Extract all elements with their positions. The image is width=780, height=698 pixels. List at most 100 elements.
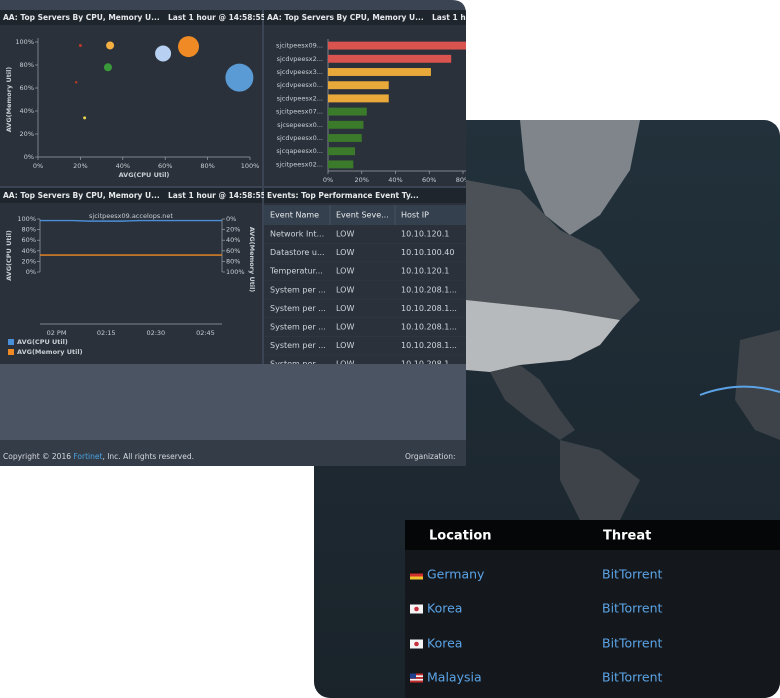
panel-title: AA: Top Servers By CPU, Memory U... [267, 13, 424, 22]
cell: LOW [336, 285, 354, 294]
y2-tick-label: 0% [226, 215, 236, 223]
cell: System per ... [270, 323, 326, 332]
footer-link: Fortinet [73, 452, 102, 461]
greenland [520, 120, 640, 235]
cell: 10.10.208.1... [401, 304, 457, 313]
cell: LOW [336, 230, 354, 239]
y-tick-label: 20% [22, 257, 36, 265]
cell: LOW [336, 323, 354, 332]
bar [328, 68, 431, 76]
flag-stripe [410, 675, 423, 678]
legend-label: AVG(CPU Util) [17, 338, 68, 346]
threat: BitTorrent [602, 601, 663, 616]
column-header: Event Seve... [336, 211, 389, 220]
chart-title: sjcitpeesx09.accelops.net [89, 212, 173, 220]
organization: Organization: [405, 452, 455, 461]
cell: System per ... [270, 341, 326, 350]
x-tick-label: 60% [422, 176, 436, 184]
bar [328, 160, 354, 169]
location: Malaysia [427, 670, 482, 685]
flag-stripe [410, 570, 423, 574]
y2-axis-label: AVG(Memory Util) [248, 227, 256, 293]
threat: BitTorrent [602, 636, 663, 651]
panel-header [0, 10, 262, 25]
cell: 10.10.208.1... [401, 341, 457, 350]
column-header: Event Name [270, 211, 319, 220]
bubble [103, 63, 112, 72]
y-axis-label: AVG(Memory Util) [5, 67, 13, 133]
bubble [225, 63, 254, 92]
x-tick-label: 02:30 [146, 329, 165, 337]
category-label: sjcdvpeesx3... [277, 68, 323, 76]
x-tick-label: 02:15 [97, 329, 116, 337]
location: Korea [427, 601, 462, 616]
usa [466, 300, 620, 372]
category-label: sjcdvpeesx0... [277, 134, 323, 142]
bar [328, 81, 389, 90]
cell: 10.10.208.1... [401, 285, 457, 294]
column-header: Host IP [401, 211, 429, 220]
bar [328, 147, 355, 156]
legend-swatch [8, 349, 14, 355]
cell: 10.10.120.1 [401, 267, 449, 276]
panel-title: Events: Top Performance Event Ty... [267, 191, 419, 200]
flag-canton [410, 673, 416, 679]
y-tick-label: 20% [20, 130, 34, 138]
category-label: sjcqapeesx0... [276, 147, 323, 155]
copyright: Copyright © 2016 Fortinet, Inc. All righ… [3, 452, 194, 461]
flag-emblem [414, 606, 419, 612]
panel-time: Last 1 ho [432, 13, 471, 22]
y2-tick-label: 80% [226, 257, 240, 265]
column-header: Threat [603, 529, 651, 544]
flag-stripe [410, 680, 423, 683]
flag-stripe [410, 677, 423, 679]
canada [466, 180, 640, 320]
cell: 10.10.120.1 [401, 230, 449, 239]
y-tick-label: 60% [20, 84, 34, 92]
category-label: sjcitpeesx02... [276, 160, 323, 168]
y-tick-label: 80% [22, 226, 36, 234]
table-header [264, 205, 466, 225]
bar [328, 134, 362, 142]
bubble [155, 45, 172, 62]
cell: Temperatur... [269, 267, 323, 276]
bar [328, 120, 364, 129]
panel [0, 10, 262, 186]
legend-label: AVG(Memory Util) [17, 348, 83, 356]
flag-emblem [414, 641, 419, 647]
bar [328, 41, 466, 50]
attack-arc [699, 385, 780, 396]
threat: BitTorrent [602, 670, 663, 685]
location: Germany [427, 567, 485, 582]
category-label: sjcsepeesx0... [277, 121, 323, 129]
y2-tick-label: 100% [226, 268, 245, 276]
cell: 10.10.208.1... [401, 323, 457, 332]
x-tick-label: 80% [456, 176, 470, 184]
panel-time: Last 1 hour @ 14:58:55 [168, 191, 266, 200]
europe [735, 330, 780, 440]
y-tick-label: 40% [22, 247, 36, 255]
x-tick-label: 100% [241, 162, 260, 170]
panel-title: AA: Top Servers By CPU, Memory U... [3, 13, 160, 22]
cell: Network Int... [270, 230, 324, 239]
x-tick-label: 80% [200, 162, 214, 170]
y2-tick-label: 20% [226, 226, 240, 234]
x-axis-label: AVG(CPU Util) [119, 171, 170, 179]
x-tick-label: 20% [355, 176, 369, 184]
bubble [83, 116, 87, 120]
category-label: sjcitpeesx09... [276, 42, 323, 50]
location: Korea [427, 636, 462, 651]
y-tick-label: 100% [17, 215, 36, 223]
threat: BitTorrent [602, 567, 663, 582]
map-panel: Location Threat Germany BitTorrent Korea BitT… [314, 120, 780, 698]
central-america [490, 365, 575, 440]
flag-stripe [410, 576, 423, 580]
cell: LOW [336, 360, 354, 369]
cell: System per ... [270, 285, 326, 294]
bar [328, 107, 367, 116]
y-tick-label: 80% [20, 61, 34, 69]
x-tick-label: 02 PM [47, 329, 67, 337]
column-header: Location [429, 529, 492, 544]
panel [0, 188, 262, 364]
